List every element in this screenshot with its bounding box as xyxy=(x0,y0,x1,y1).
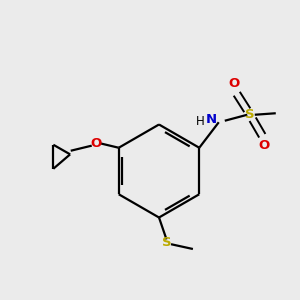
Text: S: S xyxy=(245,108,255,121)
Text: H: H xyxy=(196,116,205,128)
Text: N: N xyxy=(206,113,217,126)
Text: S: S xyxy=(162,236,171,250)
Text: O: O xyxy=(258,139,269,152)
Text: O: O xyxy=(91,137,102,150)
Text: O: O xyxy=(228,77,239,90)
